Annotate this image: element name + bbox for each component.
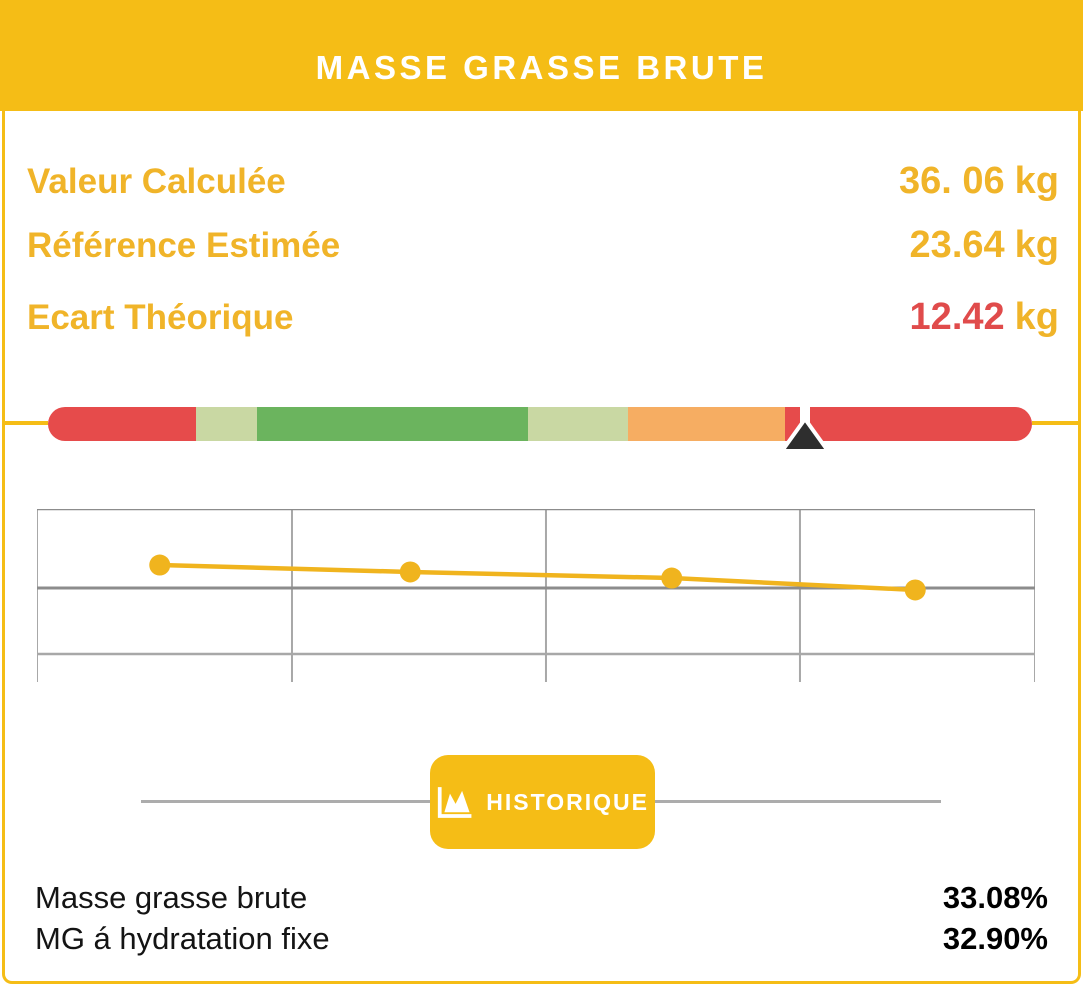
gauge-bar [48,407,1032,441]
metric-row-reference-estimee: Référence Estimée 23.64 kg [27,224,1059,267]
gauge-segment-orange [627,407,785,441]
gauge-connector-left [2,421,48,425]
footer-row-masse-grasse-brute: Masse grasse brute 33.08% [35,880,1048,916]
metric-value-unit: kg [1014,224,1059,266]
panel-header: MASSE GRASSE BRUTE [0,0,1083,111]
metric-label: Référence Estimée [27,226,341,265]
area-chart-icon [437,787,472,818]
footer-label: MG á hydratation fixe [35,921,330,956]
metric-value: 12.42 kg [910,296,1059,339]
gauge-segment-lightgreen [527,407,628,441]
gauge-segment-red [48,407,196,441]
historique-button[interactable]: HISTORIQUE [430,755,655,849]
footer-value: 32.90% [942,921,1048,956]
gauge-segment-lightgreen [195,407,257,441]
historique-button-label: HISTORIQUE [486,788,649,815]
metric-value: 23.64 kg [910,224,1059,267]
metric-value: 36. 06 kg [899,160,1059,203]
footer-row-mg-hydratation-fixe: MG á hydratation fixe 32.90% [35,921,1048,957]
metric-value-unit: kg [1014,296,1059,338]
page-title: MASSE GRASSE BRUTE [315,48,768,86]
metric-value-number: 12.42 [909,296,1005,338]
chart-data-point [904,579,926,601]
chart-data-point [149,554,171,576]
metric-value-number: 23.64 [909,224,1005,266]
gauge-segment-red [784,407,1032,441]
metric-row-ecart-theorique: Ecart Théorique 12.42 kg [27,296,1059,339]
metric-value-unit: kg [1014,160,1059,202]
range-gauge [48,403,1032,453]
metric-label: Valeur Calculée [27,162,286,201]
metric-label: Ecart Théorique [27,298,294,337]
gauge-connector-right [1032,421,1081,425]
metric-value-number: 36. 06 [898,160,1005,202]
gauge-segment-green [256,407,528,441]
gauge-marker-icon [779,403,830,453]
footer-label: Masse grasse brute [35,880,308,915]
metric-row-valeur-calculee: Valeur Calculée 36. 06 kg [27,160,1059,203]
chart-data-point [399,561,421,583]
footer-value: 33.08% [942,880,1048,915]
chart-data-point [661,567,683,589]
history-line-chart [37,509,1035,682]
